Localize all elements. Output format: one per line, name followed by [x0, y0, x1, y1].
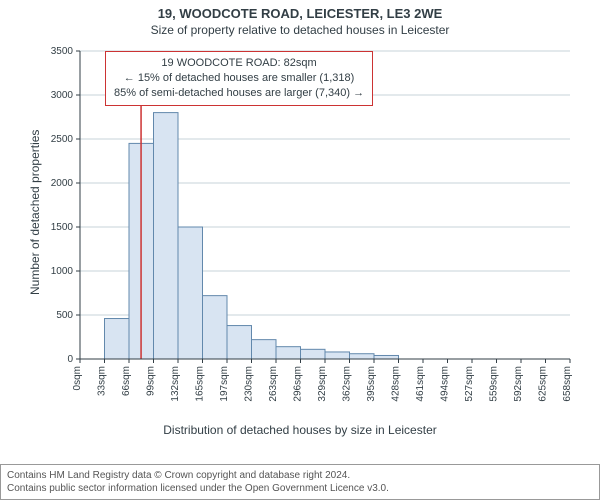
- y-axis-label: Number of detached properties: [28, 130, 42, 295]
- svg-text:66sqm: 66sqm: [121, 366, 132, 396]
- svg-text:592sqm: 592sqm: [513, 366, 524, 402]
- svg-text:527sqm: 527sqm: [464, 366, 475, 402]
- svg-text:230sqm: 230sqm: [244, 366, 255, 402]
- svg-text:3500: 3500: [51, 46, 74, 57]
- marker-infobox: 19 WOODCOTE ROAD: 82sqm ← 15% of detache…: [105, 51, 373, 106]
- svg-text:625sqm: 625sqm: [538, 366, 549, 402]
- svg-text:197sqm: 197sqm: [219, 366, 230, 402]
- svg-text:395sqm: 395sqm: [366, 366, 377, 402]
- svg-text:362sqm: 362sqm: [342, 366, 353, 402]
- x-axis-label: Distribution of detached houses by size …: [0, 421, 600, 437]
- svg-text:0sqm: 0sqm: [72, 366, 83, 390]
- svg-text:99sqm: 99sqm: [146, 366, 157, 396]
- svg-text:500: 500: [56, 310, 73, 321]
- svg-text:296sqm: 296sqm: [293, 366, 304, 402]
- svg-text:0: 0: [67, 354, 73, 365]
- infobox-line: 85% of semi-detached houses are larger (…: [114, 86, 364, 101]
- footer-line: Contains public sector information licen…: [7, 482, 593, 495]
- svg-text:263sqm: 263sqm: [268, 366, 279, 402]
- svg-text:494sqm: 494sqm: [440, 366, 451, 402]
- svg-text:658sqm: 658sqm: [562, 366, 573, 402]
- svg-text:428sqm: 428sqm: [391, 366, 402, 402]
- infobox-line: ← 15% of detached houses are smaller (1,…: [114, 71, 364, 86]
- infobox-line: 19 WOODCOTE ROAD: 82sqm: [114, 56, 364, 71]
- svg-text:2500: 2500: [51, 134, 74, 145]
- page-title: 19, WOODCOTE ROAD, LEICESTER, LE3 2WE: [0, 0, 600, 21]
- svg-text:559sqm: 559sqm: [489, 366, 500, 402]
- svg-text:461sqm: 461sqm: [415, 366, 426, 402]
- svg-text:3000: 3000: [51, 90, 74, 101]
- svg-text:2000: 2000: [51, 178, 74, 189]
- page-subtitle: Size of property relative to detached ho…: [0, 21, 600, 41]
- svg-text:165sqm: 165sqm: [195, 366, 206, 402]
- svg-text:1500: 1500: [51, 222, 74, 233]
- svg-text:33sqm: 33sqm: [97, 366, 108, 396]
- chart-container: 0 500 1000 1500 2000 2500 3000 3500 0sqm 33sqm 66s…: [20, 41, 580, 421]
- footer-line: Contains HM Land Registry data © Crown c…: [7, 469, 593, 482]
- svg-text:132sqm: 132sqm: [170, 366, 181, 402]
- svg-text:329sqm: 329sqm: [317, 366, 328, 402]
- footer-attribution: Contains HM Land Registry data © Crown c…: [0, 464, 600, 500]
- svg-text:1000: 1000: [51, 266, 74, 277]
